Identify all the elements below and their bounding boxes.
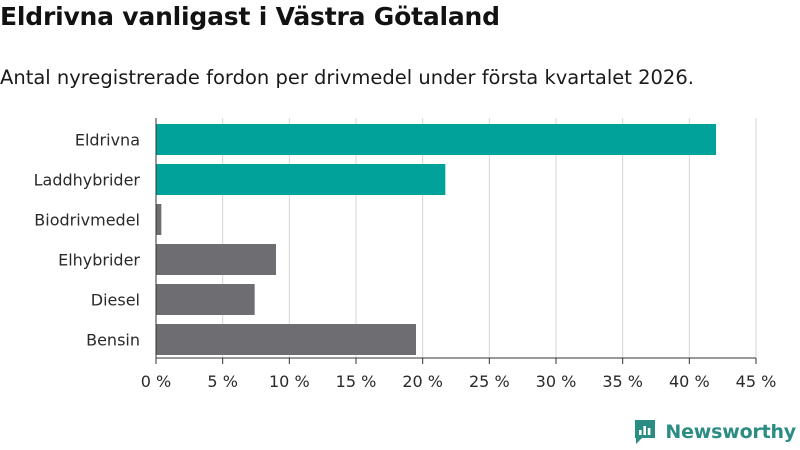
x-tick-label: 30 % xyxy=(536,372,577,391)
bar-elhybrider xyxy=(156,244,276,275)
x-tick-label: 15 % xyxy=(336,372,377,391)
category-label: Eldrivna xyxy=(75,131,140,150)
x-tick-label: 45 % xyxy=(736,372,777,391)
category-label: Diesel xyxy=(91,291,140,310)
x-tick-label: 40 % xyxy=(669,372,710,391)
x-tick-label: 10 % xyxy=(269,372,310,391)
x-tick-label: 5 % xyxy=(207,372,237,391)
x-tick-label: 35 % xyxy=(602,372,643,391)
brand-name: Newsworthy xyxy=(665,421,796,443)
bar-diesel xyxy=(156,284,255,315)
bar-bensin xyxy=(156,324,416,355)
category-label: Elhybrider xyxy=(58,251,140,270)
bar-biodrivmedel xyxy=(156,204,162,235)
bar-laddhybrider xyxy=(156,164,446,195)
newsworthy-logo-icon xyxy=(635,420,656,444)
bar-eldrivna xyxy=(156,124,716,155)
category-label: Laddhybrider xyxy=(34,171,141,190)
category-label: Bensin xyxy=(86,331,140,350)
x-tick-label: 0 % xyxy=(141,372,171,391)
category-label: Biodrivmedel xyxy=(34,211,140,230)
chart-title: Eldrivna vanligast i Västra Götaland xyxy=(0,2,500,31)
chart-subtitle: Antal nyregistrerade fordon per drivmede… xyxy=(0,66,694,89)
x-tick-label: 20 % xyxy=(402,372,443,391)
x-tick-label: 25 % xyxy=(469,372,510,391)
brand-logo: Newsworthy xyxy=(633,417,796,447)
